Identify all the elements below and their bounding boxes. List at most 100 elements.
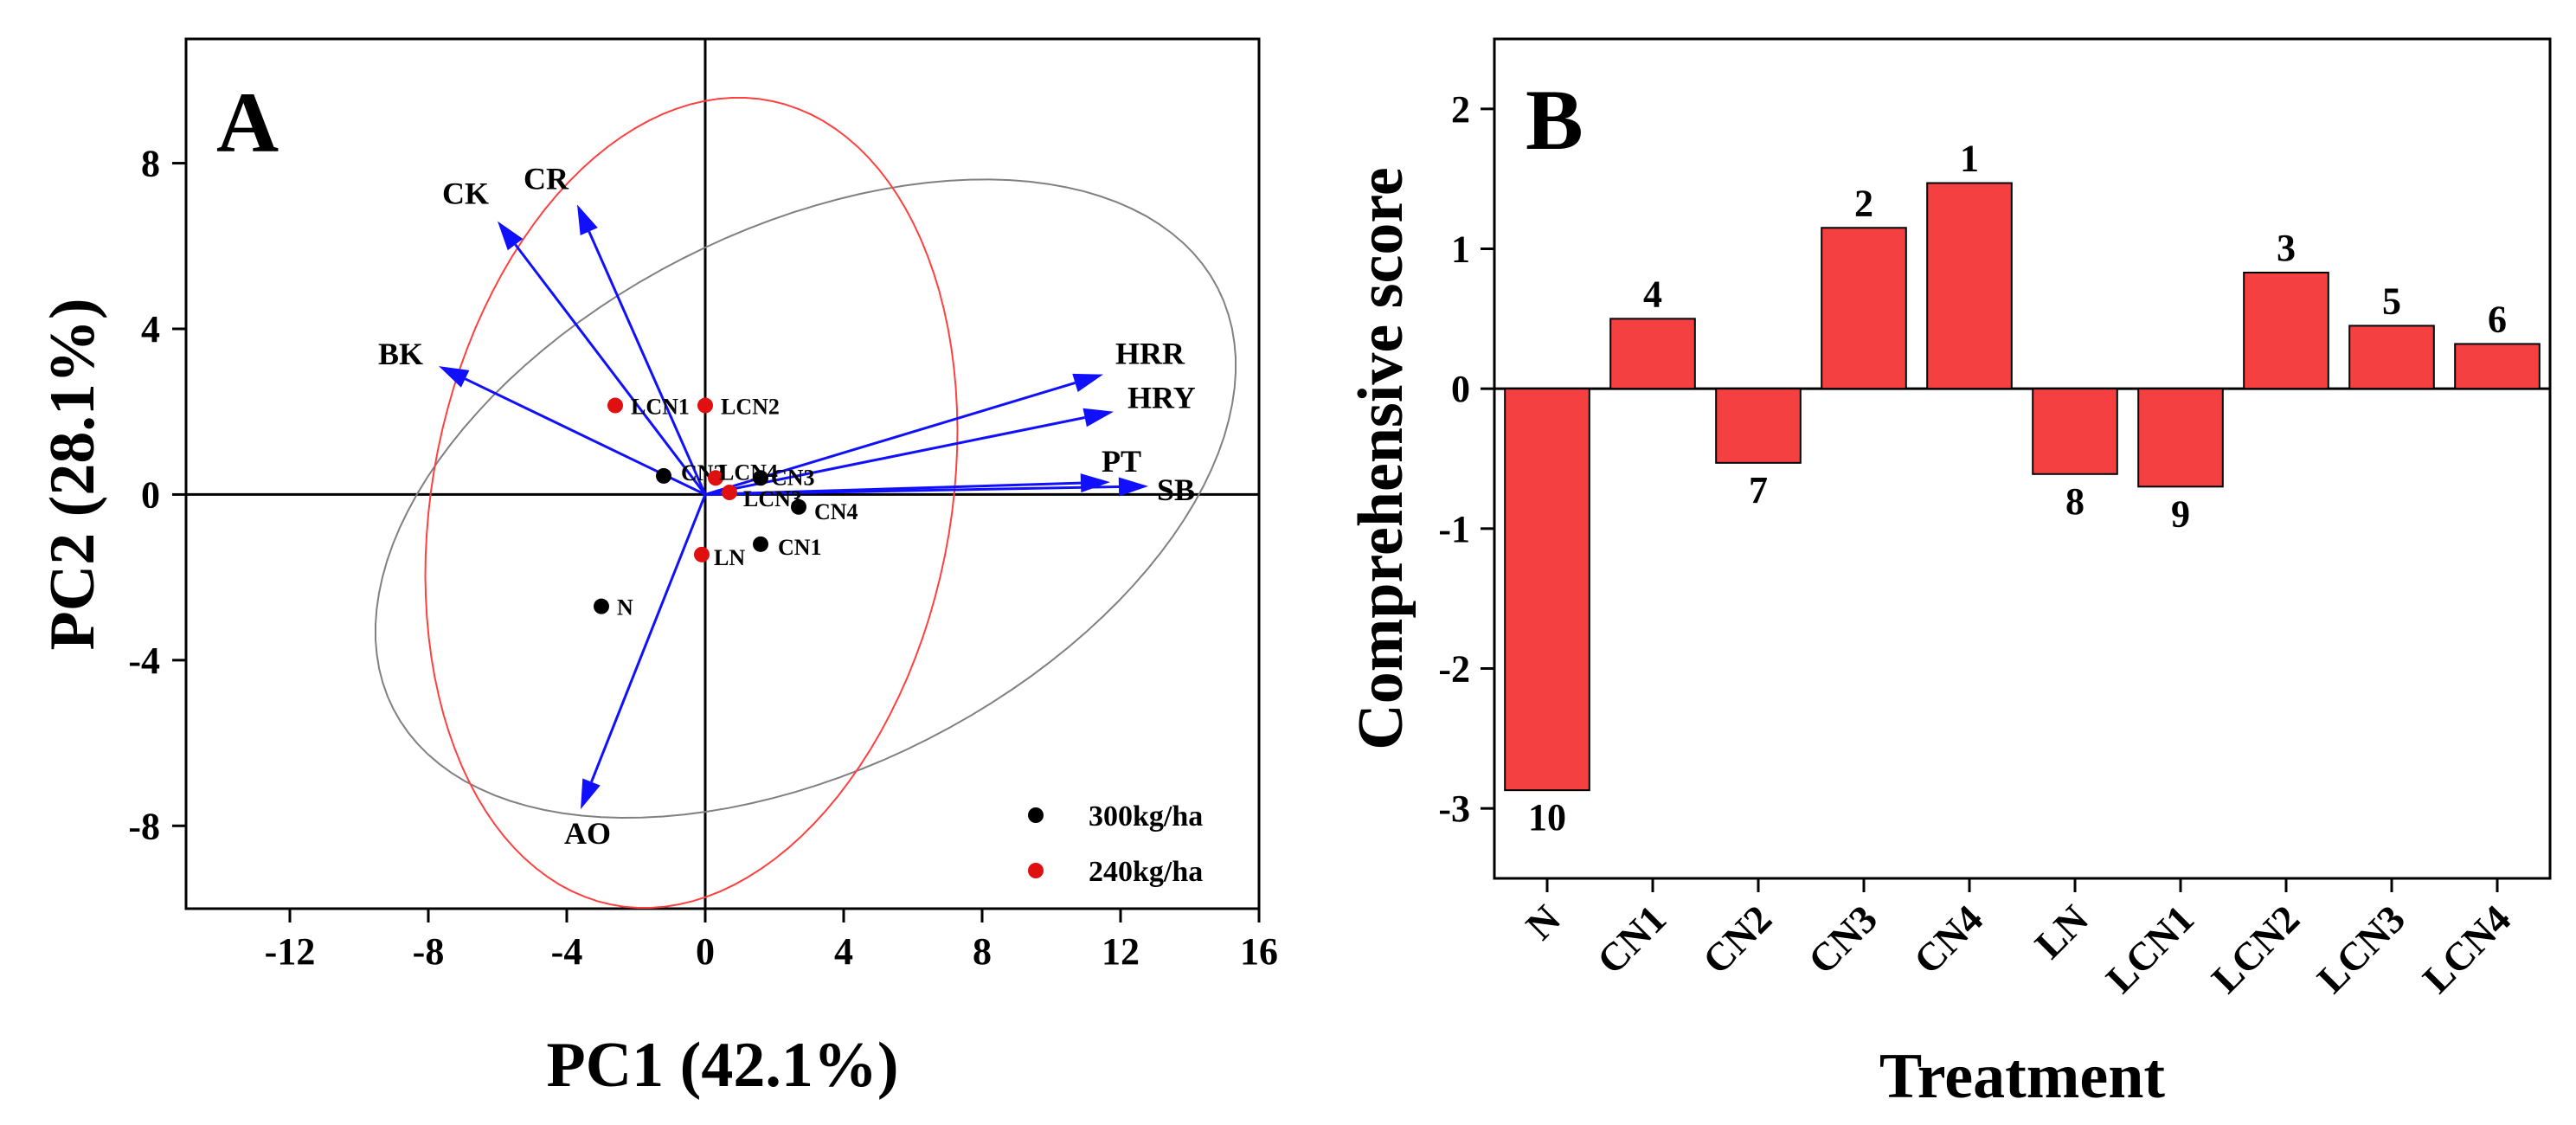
- score-point-cn3: [753, 470, 768, 486]
- score-label-cn4: CN4: [814, 499, 858, 524]
- bar-lcn4: [2454, 343, 2541, 390]
- panel-b-x-axis-title: Treatment: [1879, 1041, 2166, 1112]
- x-tick-label: 4: [834, 930, 853, 973]
- score-point-cn2: [656, 467, 671, 484]
- loading-label-cr: CR: [524, 161, 569, 196]
- panel-a-frame: [184, 37, 1261, 910]
- x-tick-label: -12: [265, 930, 316, 973]
- panel-a-loading-arrows: CK CR BK HRR HRY PT SB AO: [378, 161, 1196, 851]
- x-tick-label: 12: [1102, 930, 1140, 973]
- panel-a-x-axis-title: PC1 (42.1%): [547, 1030, 899, 1101]
- panel-a-ticks: -12 -8 -4 0 4 8 12 16 -8 -4 0 4 8: [128, 143, 1278, 973]
- rank-label-ln: 8: [2065, 480, 2085, 523]
- loading-label-bk: BK: [378, 337, 423, 371]
- panel-b-frame: [1493, 37, 2552, 880]
- bar-ln: [2032, 388, 2118, 475]
- rank-label-lcn2: 3: [2277, 227, 2296, 269]
- y-tick-label: -3: [1438, 788, 1470, 830]
- score-point-lcn3: [722, 485, 737, 501]
- loading-arrow-hry: [704, 416, 1085, 496]
- bar-n: [1504, 388, 1590, 792]
- panel-a-y-axis-title: PC2 (28.1%): [37, 299, 108, 651]
- panel-b-letter: B: [1526, 72, 1584, 168]
- rank-label-n: 10: [1528, 796, 1566, 839]
- score-label-lcn1: LCN1: [631, 395, 690, 420]
- panel-b-y-axis-title: Comprehensive score: [1346, 167, 1416, 749]
- rank-label-cn2: 7: [1749, 469, 1768, 511]
- score-point-lcn4: [708, 470, 723, 486]
- y-tick-label: 2: [1451, 88, 1470, 131]
- confidence-ellipse-1: [424, 97, 959, 909]
- loading-arrowhead-bk: [439, 366, 470, 388]
- x-tick-label: -4: [551, 930, 583, 973]
- loading-arrowhead-ck: [498, 221, 524, 251]
- score-point-lcn2: [697, 397, 713, 414]
- panel-a-legend: 300kg/ha 240kg/ha: [1028, 800, 1203, 888]
- y-tick-label: 1: [1451, 228, 1470, 271]
- rank-label-cn4: 1: [1960, 138, 1979, 180]
- score-point-lcn1: [607, 397, 623, 414]
- panel-a-ellipses: [375, 97, 1237, 909]
- y-tick-label: -4: [128, 640, 160, 682]
- loading-label-hry: HRY: [1127, 381, 1196, 415]
- score-label-lcn2: LCN2: [721, 395, 780, 420]
- y-tick-label: -8: [128, 805, 160, 847]
- loading-label-ao: AO: [564, 816, 611, 851]
- bar-cn1: [1609, 318, 1696, 390]
- loading-label-sb: SB: [1157, 472, 1195, 507]
- x-tick-label: 8: [973, 930, 992, 973]
- score-label-cn3: CN3: [771, 465, 815, 490]
- y-tick-label: 4: [141, 308, 160, 350]
- panel-b-bars: 10 4 7 2 1 8 9 3 5 6: [1494, 138, 2550, 839]
- x-tick-label: -8: [413, 930, 445, 973]
- score-label-n: N: [617, 595, 633, 620]
- x-tick-label: 0: [696, 930, 715, 973]
- legend-marker-300: [1028, 807, 1044, 823]
- bar-lcn1: [2137, 388, 2224, 488]
- bar-cn3: [1821, 227, 1907, 390]
- bar-cn2: [1715, 388, 1802, 464]
- bar-lcn2: [2243, 271, 2329, 390]
- confidence-ellipse-0: [375, 178, 1237, 820]
- loading-arrowhead-sb: [1118, 477, 1148, 497]
- score-point-n: [594, 598, 609, 614]
- rank-label-lcn3: 5: [2382, 280, 2401, 322]
- rank-label-cn3: 2: [1854, 182, 1873, 224]
- legend-label-300: 300kg/ha: [1089, 800, 1203, 832]
- loading-arrowhead-cr: [577, 204, 598, 235]
- loading-arrowhead-ao: [581, 778, 601, 810]
- score-label-ln: LN: [714, 545, 745, 570]
- loading-label-hrr: HRR: [1115, 337, 1185, 371]
- rank-label-lcn1: 9: [2171, 492, 2190, 535]
- y-tick-label: 0: [141, 473, 160, 516]
- bar-cn4: [1926, 182, 2013, 390]
- score-point-ln: [694, 546, 710, 562]
- rank-label-lcn4: 6: [2488, 298, 2507, 340]
- y-tick-label: -1: [1438, 508, 1470, 550]
- loading-label-ck: CK: [442, 177, 489, 211]
- rank-label-cn1: 4: [1643, 273, 1662, 315]
- legend-label-240: 240kg/ha: [1089, 856, 1203, 888]
- y-tick-label: 0: [1451, 368, 1470, 410]
- panel-a-letter: A: [216, 74, 279, 170]
- score-label-cn1: CN1: [778, 535, 822, 560]
- y-tick-label: -2: [1438, 648, 1470, 691]
- loading-arrow-ck: [514, 243, 707, 496]
- y-tick-label: 8: [141, 143, 160, 185]
- legend-marker-240: [1028, 863, 1044, 878]
- loading-arrow-ao: [590, 493, 707, 783]
- score-label-lcn3: LCN3: [743, 486, 802, 511]
- loading-arrowhead-hrr: [1072, 373, 1103, 392]
- loading-arrowhead-hry: [1082, 408, 1114, 428]
- bar-lcn3: [2348, 325, 2435, 390]
- loading-label-pt: PT: [1102, 444, 1141, 479]
- score-point-cn4: [791, 498, 806, 515]
- loading-arrow-cr: [588, 230, 707, 496]
- score-label-lcn4: LCN4: [719, 460, 778, 485]
- loading-arrow-sb: [704, 485, 1120, 496]
- x-tick-label: 16: [1240, 930, 1278, 973]
